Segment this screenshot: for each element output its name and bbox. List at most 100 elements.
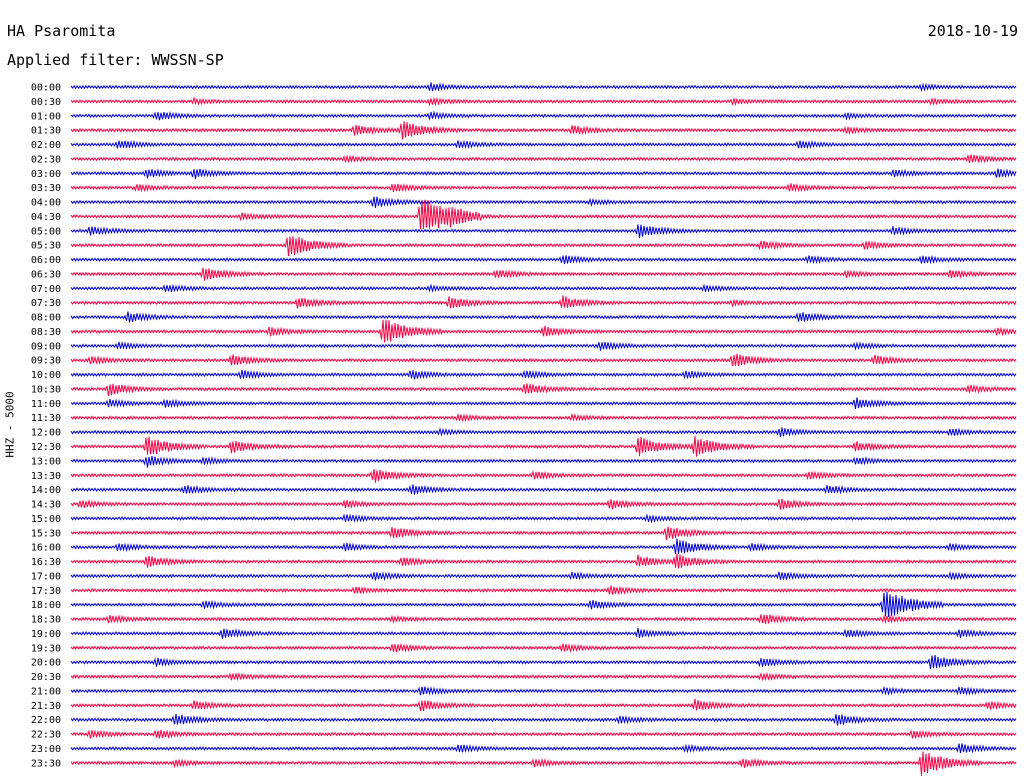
seismic-trace [70, 642, 1017, 653]
time-tick-label: 10:00 [31, 370, 61, 381]
time-tick-label: 14:00 [31, 485, 61, 496]
seismic-trace [70, 168, 1017, 180]
seismic-trace [70, 199, 1017, 230]
time-tick-label: 04:00 [31, 198, 61, 209]
time-tick-label: 07:30 [31, 298, 61, 309]
time-tick-label: 00:30 [31, 97, 61, 108]
time-tick-label: 04:30 [31, 212, 61, 223]
seismic-trace [70, 685, 1017, 696]
time-tick-label: 19:00 [31, 629, 61, 640]
seismic-trace [70, 224, 1017, 239]
seismic-trace [70, 182, 1017, 193]
time-tick-label: 17:00 [31, 571, 61, 582]
applied-filter: Applied filter: WWSSN-SP [7, 51, 224, 69]
time-tick-label: 09:00 [31, 341, 61, 352]
time-tick-label: 22:30 [31, 730, 61, 741]
time-tick-label: 22:00 [31, 715, 61, 726]
time-tick-label: 14:30 [31, 500, 61, 511]
seismic-trace [70, 513, 1017, 524]
time-tick-label: 06:00 [31, 255, 61, 266]
time-tick-label: 15:30 [31, 528, 61, 539]
time-tick-label: 17:30 [31, 586, 61, 597]
time-tick-label: 12:30 [31, 442, 61, 453]
seismic-trace [70, 353, 1017, 366]
time-tick-label: 02:30 [31, 154, 61, 165]
seismic-trace [70, 319, 1017, 343]
time-tick-label: 16:30 [31, 557, 61, 568]
seismic-trace [70, 614, 1017, 624]
seismic-trace [70, 743, 1017, 754]
time-tick-label: 03:30 [31, 183, 61, 194]
seismic-trace [70, 311, 1017, 323]
seismic-trace [70, 383, 1017, 396]
time-tick-label: 08:30 [31, 327, 61, 338]
seismic-trace [70, 267, 1017, 281]
time-tick-label: 13:00 [31, 456, 61, 467]
time-tick-label: 05:30 [31, 241, 61, 252]
seismic-trace [70, 121, 1017, 140]
date-label: 2018-10-19 [927, 22, 1018, 40]
time-tick-label: 11:00 [31, 399, 61, 410]
seismic-trace [70, 254, 1017, 265]
seismic-trace [70, 110, 1017, 121]
time-tick-label: 01:00 [31, 111, 61, 122]
seismic-trace [70, 469, 1017, 483]
seismic-trace [70, 427, 1017, 437]
time-tick-label: 21:30 [31, 701, 61, 712]
seismic-trace [70, 698, 1017, 712]
time-tick-label: 20:00 [31, 658, 61, 669]
seismic-trace [70, 455, 1017, 468]
seismic-trace [70, 585, 1017, 596]
time-tick-label: 15:00 [31, 514, 61, 525]
seismic-trace [70, 671, 1017, 682]
station-title: HA Psaromita [7, 22, 116, 40]
time-tick-label: 11:30 [31, 413, 61, 424]
time-tick-label: 01:30 [31, 126, 61, 137]
time-tick-label: 21:00 [31, 686, 61, 697]
seismic-trace [70, 591, 1017, 618]
time-tick-label: 13:30 [31, 471, 61, 482]
seismic-trace [70, 369, 1017, 380]
time-tick-label: 18:30 [31, 615, 61, 626]
seismic-trace [70, 526, 1017, 541]
seismic-trace [70, 751, 1017, 776]
seismic-trace [70, 628, 1017, 639]
seismic-trace [70, 729, 1017, 739]
time-tick-label: 23:00 [31, 744, 61, 755]
time-tick-label: 03:00 [31, 169, 61, 180]
seismic-trace [70, 341, 1017, 351]
time-tick-label: 10:30 [31, 384, 61, 395]
time-tick-label: 07:00 [31, 284, 61, 295]
time-tick-label: 09:30 [31, 356, 61, 367]
time-tick-label: 05:00 [31, 226, 61, 237]
seismic-trace [70, 82, 1017, 93]
time-tick-label: 16:00 [31, 543, 61, 554]
seismic-trace [70, 714, 1017, 726]
seismic-trace [70, 96, 1017, 107]
seismic-trace [70, 236, 1017, 257]
seismic-trace [70, 154, 1017, 164]
seismic-trace [70, 196, 1017, 208]
seismic-trace [70, 412, 1017, 423]
seismic-trace [70, 139, 1017, 150]
seismic-trace [70, 295, 1017, 309]
time-tick-label: 23:30 [31, 758, 61, 769]
seismic-trace [70, 283, 1017, 293]
seismic-trace [70, 538, 1017, 555]
time-tick-label: 18:00 [31, 600, 61, 611]
time-tick-label: 19:30 [31, 643, 61, 654]
seismic-trace [70, 553, 1017, 569]
seismic-trace [70, 484, 1017, 495]
time-tick-label: 00:00 [31, 83, 61, 94]
time-tick-label: 02:00 [31, 140, 61, 151]
time-tick-label: 20:30 [31, 672, 61, 683]
seismic-trace [70, 498, 1017, 510]
seismic-trace [70, 570, 1017, 582]
time-tick-label: 08:00 [31, 313, 61, 324]
seismic-trace [70, 397, 1017, 409]
time-tick-label: 12:00 [31, 428, 61, 439]
seismic-trace [70, 435, 1017, 457]
time-tick-label: 06:30 [31, 269, 61, 280]
seismic-trace [70, 654, 1017, 669]
